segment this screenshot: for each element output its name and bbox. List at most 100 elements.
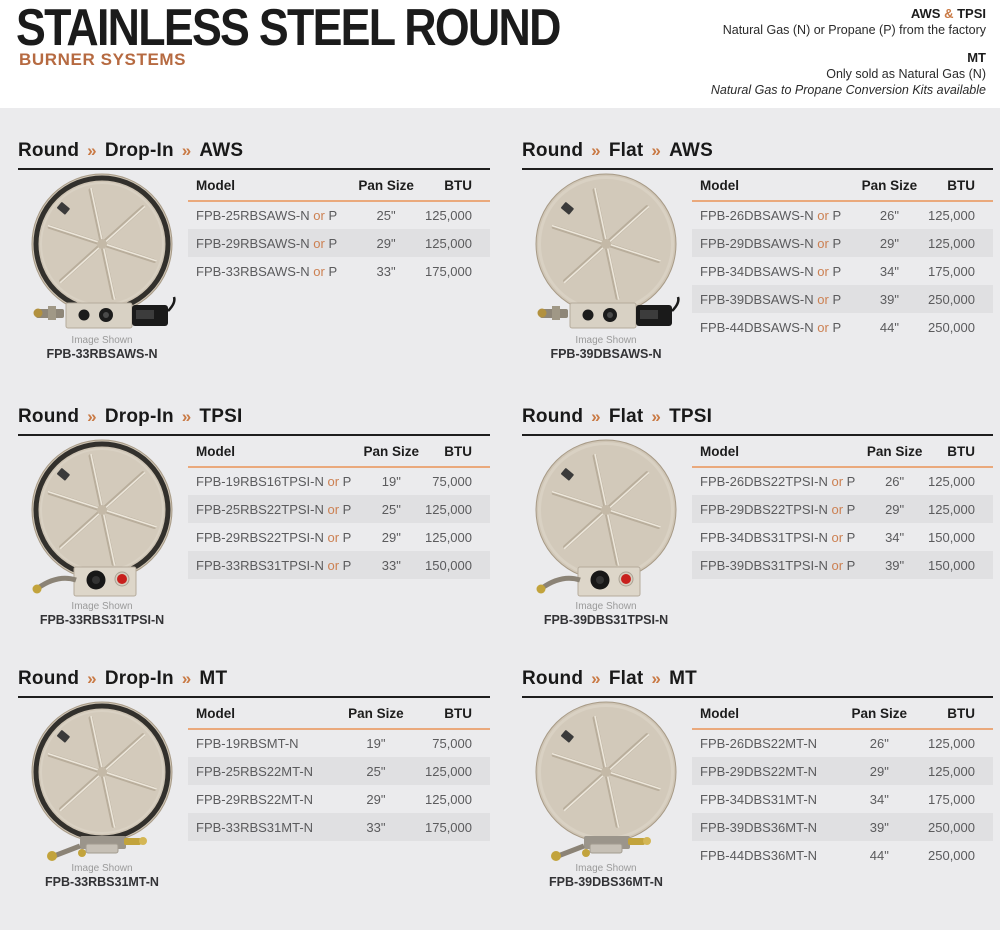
image-model-number: FPB-39DBSAWS-N <box>550 347 662 361</box>
model-cell: FPB-39DBSAWS-N or P <box>692 285 858 313</box>
image-caption: Image Shown FPB-33RBSAWS-N <box>46 335 157 362</box>
btu-cell: 125,000 <box>928 474 975 489</box>
note-heading: AWS & TPSI <box>910 6 986 21</box>
or-label: or <box>827 501 847 517</box>
breadcrumb-part: Flat <box>608 668 644 689</box>
pan-size-cell: 29" <box>869 763 889 779</box>
burner-pan-illustration <box>31 439 173 597</box>
alt-fuel-code: P <box>342 557 352 573</box>
pan-size-cell: 39" <box>885 557 905 573</box>
burner-figure: Image Shown FPB-39DBS36MT-N <box>522 700 690 890</box>
model-number: FPB-26DBS22TPSI-N <box>700 474 828 489</box>
pan-size-cell: 34" <box>869 791 889 807</box>
pan-size-cell: 33" <box>376 263 396 279</box>
alt-fuel-code: P <box>328 263 338 279</box>
chevron-separator-icon: » <box>87 669 97 688</box>
table-row: FPB-25RBS22MT-N 25" 125,000 <box>188 757 490 785</box>
model-number: FPB-25RBS22TPSI-N <box>196 501 324 517</box>
model-cell: FPB-33RBS31TPSI-N or P <box>188 551 362 579</box>
breadcrumb-part: Round <box>522 140 584 161</box>
model-cell: FPB-26DBSAWS-N or P <box>692 201 858 229</box>
table-row: FPB-33RBS31TPSI-N or P 33" 150,000 <box>188 551 490 579</box>
btu-cell: 125,000 <box>425 208 472 223</box>
column-header-btu: BTU <box>410 700 490 730</box>
section-body: Image Shown FPB-33RBS31MT-N Model Pan Siz… <box>18 700 490 890</box>
btu-cell: 125,000 <box>928 501 975 517</box>
model-cell: FPB-25RBSAWS-N or P <box>188 201 355 229</box>
section-body: Image Shown FPB-33RBS31TPSI-N Model Pan S… <box>18 438 490 628</box>
table-row: FPB-29RBS22MT-N 29" 125,000 <box>188 785 490 813</box>
or-label: or <box>813 208 833 223</box>
section-body: Image Shown FPB-39DBSAWS-N Model Pan Size… <box>522 172 993 362</box>
btu-cell: 250,000 <box>928 319 975 335</box>
chevron-separator-icon: » <box>181 141 192 160</box>
pan-size-cell: 39" <box>869 819 889 835</box>
column-header-pan-size: Pan Size <box>858 172 921 202</box>
spec-table-body: FPB-26DBS22MT-N 26" 125,000 FPB-29DBS22MT-N… <box>692 729 993 869</box>
pan-size-cell: 33" <box>366 819 386 835</box>
breadcrumb-part: Drop-In <box>104 668 174 689</box>
alt-fuel-code: P <box>846 501 856 517</box>
alt-fuel-code: P <box>328 208 338 223</box>
pan-size-cell: 26" <box>879 208 899 223</box>
model-number: FPB-29RBS22TPSI-N <box>196 529 324 545</box>
burner-photo <box>526 438 686 600</box>
model-cell: FPB-39DBS36MT-N <box>692 813 845 841</box>
model-number: FPB-44DBS36MT-N <box>700 847 818 863</box>
pan-size-cell: 44" <box>869 847 889 863</box>
note-heading: MT <box>967 50 986 65</box>
column-header-pan-size: Pan Size <box>865 438 925 468</box>
column-header-btu: BTU <box>417 172 490 202</box>
image-caption: Image Shown FPB-33RBS31MT-N <box>45 863 159 890</box>
image-caption: Image Shown FPB-33RBS31TPSI-N <box>40 601 164 628</box>
model-number: FPB-26DBS22MT-N <box>700 736 818 751</box>
btu-cell: 175,000 <box>425 819 472 835</box>
alt-fuel-code: P <box>328 235 338 251</box>
pan-size-cell: 39" <box>879 291 899 307</box>
or-label: or <box>323 557 343 573</box>
table-row: FPB-26DBS22MT-N 26" 125,000 <box>692 729 993 757</box>
pan-size-cell: 19" <box>366 736 386 751</box>
model-cell: FPB-29DBS22MT-N <box>692 757 845 785</box>
image-model-number: FPB-33RBS31TPSI-N <box>39 613 165 627</box>
table-row: FPB-39DBS31TPSI-N or P 39" 150,000 <box>692 551 993 579</box>
table-row: FPB-39DBSAWS-N or P 39" 250,000 <box>692 285 993 313</box>
spec-table-header-row: Model Pan Size BTU <box>692 172 993 202</box>
table-row: FPB-19RBS16TPSI-N or P 19" 75,000 <box>188 467 490 495</box>
product-section: Round » Drop-In » MT Image Shown FPB-33RBS31… <box>18 668 490 890</box>
image-model-number: FPB-39DBS31TPSI-N <box>543 613 669 627</box>
pan-size-cell: 34" <box>885 529 905 545</box>
section-body: Image Shown FPB-33RBSAWS-N Model Pan Size… <box>18 172 490 362</box>
alt-fuel-code: P <box>832 263 842 279</box>
model-cell: FPB-39DBS31TPSI-N or P <box>692 551 865 579</box>
chevron-separator-icon: » <box>591 669 601 688</box>
table-row: FPB-34DBS31TPSI-N or P 34" 150,000 <box>692 523 993 551</box>
breadcrumb-part: Round <box>18 140 80 161</box>
table-row: FPB-34DBS31MT-N 34" 175,000 <box>692 785 993 813</box>
model-cell: FPB-26DBS22MT-N <box>692 729 845 757</box>
burner-figure: Image Shown FPB-33RBSAWS-N <box>18 172 186 362</box>
model-number: FPB-34DBS31MT-N <box>700 791 818 807</box>
table-row: FPB-33RBS31MT-N 33" 175,000 <box>188 813 490 841</box>
or-label: or <box>813 263 833 279</box>
header-note-group: MT Only sold as Natural Gas (N) Natural Ga… <box>711 50 986 98</box>
btu-cell: 125,000 <box>425 763 472 779</box>
model-number: FPB-29RBS22MT-N <box>196 791 314 807</box>
or-label: or <box>813 319 833 335</box>
burner-pan-illustration <box>535 173 680 329</box>
product-section: Round » Flat » MT Image Shown FPB-39DBS36MT-… <box>522 668 993 890</box>
breadcrumb-part: Round <box>522 668 584 689</box>
note-line: Only sold as Natural Gas (N) <box>826 67 986 81</box>
burner-photo <box>22 438 182 600</box>
alt-fuel-code: P <box>342 501 352 517</box>
alt-fuel-code: P <box>832 291 842 307</box>
pan-size-cell: 29" <box>381 529 401 545</box>
burner-pan-illustration <box>31 701 173 861</box>
image-shown-label: Image Shown <box>575 335 637 346</box>
product-section: Round » Drop-In » TPSI Image Shown FPB-33RBS… <box>18 406 490 628</box>
table-row: FPB-26DBSAWS-N or P 26" 125,000 <box>692 201 993 229</box>
or-label: or <box>309 208 329 223</box>
alt-fuel-code: P <box>832 319 842 335</box>
btu-cell: 175,000 <box>425 263 472 279</box>
model-cell: FPB-33RBS31MT-N <box>188 813 342 841</box>
